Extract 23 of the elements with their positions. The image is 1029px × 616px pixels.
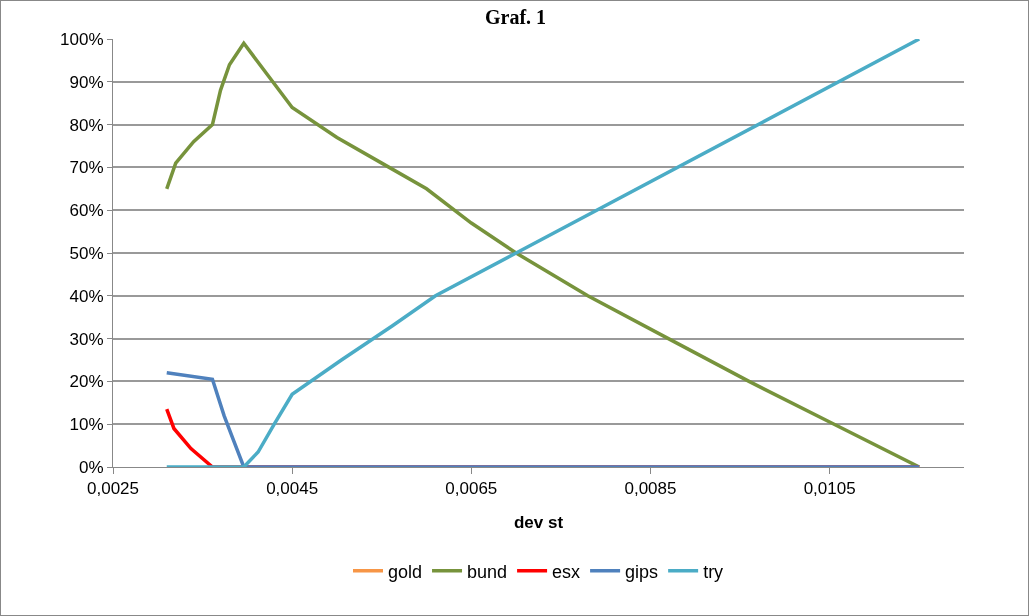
y-tick-label: 50% — [69, 243, 104, 263]
y-tick-label: 0% — [79, 457, 104, 477]
chart-title: Graf. 1 — [484, 6, 547, 29]
legend-label: bund — [467, 561, 508, 582]
y-tick-label: 20% — [69, 372, 104, 392]
x-tick-label: 0,0025 — [87, 479, 139, 499]
legend-label: gold — [388, 561, 423, 582]
y-tick-label: 100% — [60, 29, 104, 49]
y-tick-label: 80% — [69, 115, 104, 135]
x-tick-label: 0,0065 — [445, 479, 498, 499]
y-tick-label: 70% — [69, 158, 104, 178]
y-tick-label: 10% — [69, 415, 104, 435]
y-tick-label: 60% — [69, 201, 104, 221]
y-tick-label: 90% — [69, 72, 104, 92]
legend-label: gips — [625, 561, 659, 582]
legend-label: try — [703, 561, 724, 582]
x-tick-label: 0,0105 — [803, 479, 856, 499]
y-tick-label: 30% — [69, 329, 104, 349]
x-tick-label: 0,0085 — [624, 479, 677, 499]
legend-label: esx — [552, 561, 581, 582]
y-tick-label: 40% — [69, 286, 104, 306]
x-tick-label: 0,0045 — [266, 479, 319, 499]
x-axis-title: dev st — [513, 513, 564, 532]
